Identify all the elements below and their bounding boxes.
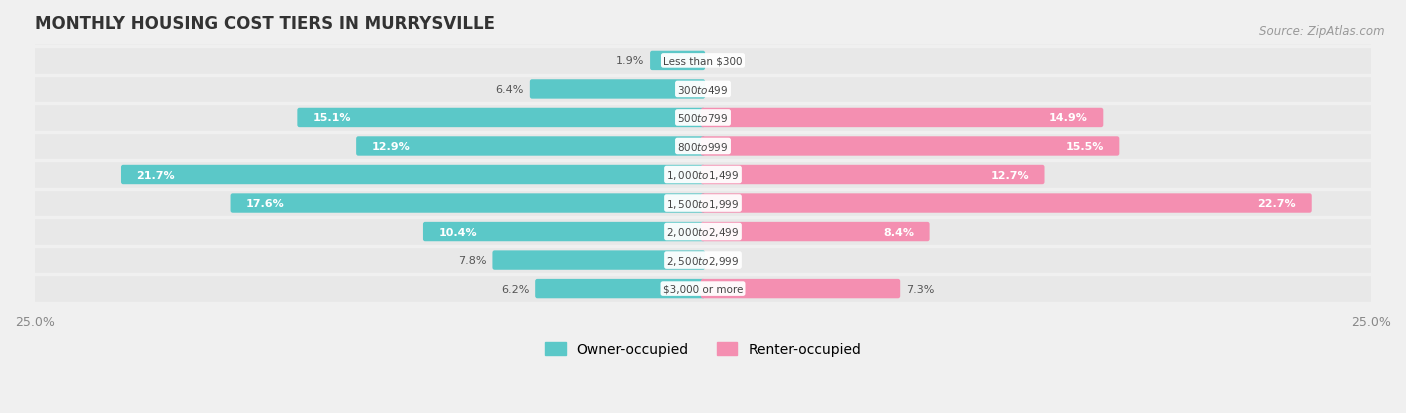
FancyBboxPatch shape <box>700 222 929 242</box>
Text: 6.4%: 6.4% <box>495 85 524 95</box>
Text: Source: ZipAtlas.com: Source: ZipAtlas.com <box>1260 25 1385 38</box>
FancyBboxPatch shape <box>32 159 1374 191</box>
Text: $2,000 to $2,499: $2,000 to $2,499 <box>666 225 740 238</box>
FancyBboxPatch shape <box>32 102 1374 134</box>
Text: 1.9%: 1.9% <box>616 56 644 66</box>
Text: $800 to $999: $800 to $999 <box>678 141 728 153</box>
Text: MONTHLY HOUSING COST TIERS IN MURRYSVILLE: MONTHLY HOUSING COST TIERS IN MURRYSVILL… <box>35 15 495 33</box>
FancyBboxPatch shape <box>700 279 900 299</box>
Text: $300 to $499: $300 to $499 <box>678 84 728 96</box>
Text: $1,500 to $1,999: $1,500 to $1,999 <box>666 197 740 210</box>
Text: 15.1%: 15.1% <box>314 113 352 123</box>
FancyBboxPatch shape <box>530 80 706 100</box>
Text: Less than $300: Less than $300 <box>664 56 742 66</box>
Text: 6.2%: 6.2% <box>501 284 529 294</box>
Legend: Owner-occupied, Renter-occupied: Owner-occupied, Renter-occupied <box>538 337 868 362</box>
Text: $1,000 to $1,499: $1,000 to $1,499 <box>666 169 740 182</box>
Text: 7.3%: 7.3% <box>905 284 935 294</box>
FancyBboxPatch shape <box>32 244 1374 276</box>
FancyBboxPatch shape <box>32 273 1374 305</box>
Text: 10.4%: 10.4% <box>439 227 477 237</box>
Text: 21.7%: 21.7% <box>136 170 176 180</box>
Text: 12.7%: 12.7% <box>990 170 1029 180</box>
Text: 7.8%: 7.8% <box>458 256 486 266</box>
Text: $3,000 or more: $3,000 or more <box>662 284 744 294</box>
FancyBboxPatch shape <box>536 279 706 299</box>
Text: $2,500 to $2,999: $2,500 to $2,999 <box>666 254 740 267</box>
FancyBboxPatch shape <box>650 52 706 71</box>
FancyBboxPatch shape <box>700 166 1045 185</box>
FancyBboxPatch shape <box>297 109 706 128</box>
Text: $500 to $799: $500 to $799 <box>678 112 728 124</box>
FancyBboxPatch shape <box>32 74 1374 106</box>
FancyBboxPatch shape <box>700 109 1104 128</box>
FancyBboxPatch shape <box>231 194 706 213</box>
Text: 14.9%: 14.9% <box>1049 113 1088 123</box>
Text: 12.9%: 12.9% <box>371 142 411 152</box>
FancyBboxPatch shape <box>32 188 1374 219</box>
Text: 22.7%: 22.7% <box>1257 199 1296 209</box>
FancyBboxPatch shape <box>700 137 1119 156</box>
Text: 17.6%: 17.6% <box>246 199 285 209</box>
FancyBboxPatch shape <box>32 45 1374 77</box>
FancyBboxPatch shape <box>356 137 706 156</box>
FancyBboxPatch shape <box>423 222 706 242</box>
FancyBboxPatch shape <box>492 251 706 270</box>
Text: 15.5%: 15.5% <box>1066 142 1104 152</box>
FancyBboxPatch shape <box>121 166 706 185</box>
Text: 8.4%: 8.4% <box>883 227 914 237</box>
FancyBboxPatch shape <box>700 194 1312 213</box>
FancyBboxPatch shape <box>32 216 1374 248</box>
FancyBboxPatch shape <box>32 131 1374 163</box>
